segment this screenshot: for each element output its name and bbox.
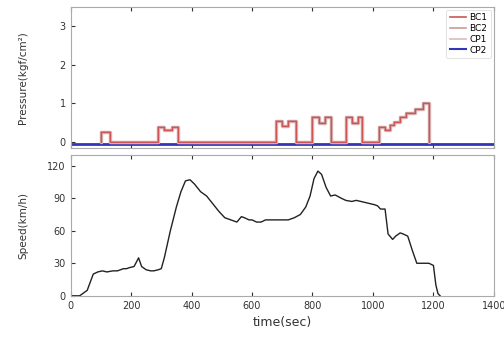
Y-axis label: Speed(km/h): Speed(km/h) bbox=[18, 192, 28, 259]
Y-axis label: Pressure(kgf/cm²): Pressure(kgf/cm²) bbox=[18, 31, 28, 124]
Legend: BC1, BC2, CP1, CP2: BC1, BC2, CP1, CP2 bbox=[446, 10, 491, 58]
X-axis label: time(sec): time(sec) bbox=[253, 316, 312, 329]
